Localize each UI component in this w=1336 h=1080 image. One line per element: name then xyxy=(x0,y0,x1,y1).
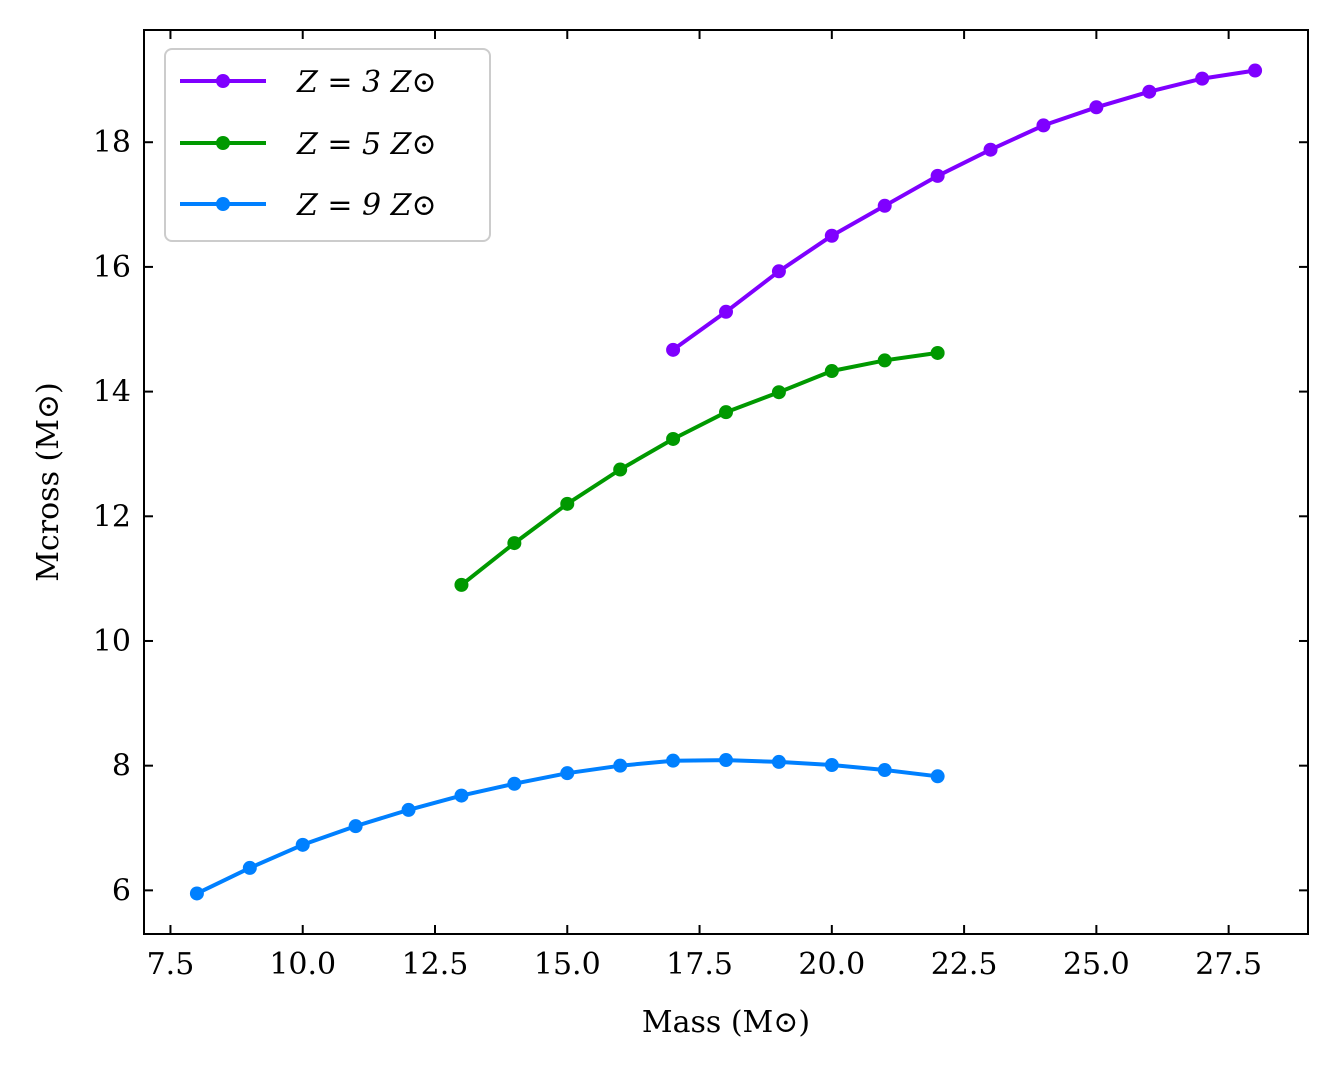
x-tick-label: 17.5 xyxy=(666,947,733,982)
data-point xyxy=(930,168,945,183)
y-tick-label: 10 xyxy=(93,624,131,659)
legend-item: Z = 9 Z⊙ xyxy=(180,188,437,223)
data-point xyxy=(1248,63,1263,78)
series-line xyxy=(459,350,940,587)
x-tick-label: 15.0 xyxy=(534,947,601,982)
data-point xyxy=(560,766,575,781)
data-point xyxy=(189,886,204,901)
data-point xyxy=(401,802,416,817)
legend-label: Z = 3 Z⊙ xyxy=(296,65,437,100)
y-axis-label: Mcross (M⊙) xyxy=(31,382,66,582)
x-tick-label: 22.5 xyxy=(931,947,998,982)
data-point xyxy=(771,385,786,400)
data-point xyxy=(613,758,628,773)
data-point xyxy=(930,769,945,784)
data-point xyxy=(771,754,786,769)
y-tick-label: 6 xyxy=(112,873,131,908)
data-point xyxy=(771,264,786,279)
data-point xyxy=(295,837,310,852)
data-point xyxy=(348,819,363,834)
data-point xyxy=(454,788,469,803)
axes xyxy=(143,29,1309,935)
plot-frame xyxy=(143,29,1309,935)
y-tick-label: 14 xyxy=(93,375,131,410)
series-2 xyxy=(454,345,945,592)
legend-marker xyxy=(216,197,230,211)
legend-items: Z = 3 Z⊙ Z = 5 Z⊙ Z = 9 Z⊙ xyxy=(180,65,437,223)
legend-box xyxy=(164,48,491,242)
y-tick-label: 12 xyxy=(93,499,131,534)
data-point xyxy=(824,364,839,379)
data-point xyxy=(983,142,998,157)
data-point xyxy=(507,536,522,551)
data-point xyxy=(1089,100,1104,115)
x-tick-label: 25.0 xyxy=(1063,947,1130,982)
legend-marker xyxy=(216,136,230,150)
x-tick-label: 7.5 xyxy=(147,947,195,982)
data-point xyxy=(1142,84,1157,99)
data-point xyxy=(824,758,839,773)
data-point xyxy=(666,753,681,768)
ticks: 7.5 10.0 12.5 15.0 17.5 20.0 22.5 25.0 27.5 6 8 10 1… xyxy=(93,30,1308,982)
data-point xyxy=(560,496,575,511)
x-axis-label: Mass (M⊙) xyxy=(642,1005,810,1040)
legend-item: Z = 3 Z⊙ xyxy=(180,65,437,100)
x-tick-label: 12.5 xyxy=(402,947,469,982)
data-point xyxy=(454,577,469,592)
data-point xyxy=(824,228,839,243)
legend-label: Z = 9 Z⊙ xyxy=(296,188,437,223)
data-point xyxy=(877,198,892,213)
data-point xyxy=(877,353,892,368)
series-1 xyxy=(666,63,1263,357)
data-point xyxy=(1195,71,1210,86)
legend-item: Z = 5 Z⊙ xyxy=(180,127,437,162)
data-point xyxy=(719,405,733,420)
x-tick-label: 10.0 xyxy=(269,947,336,982)
data-point xyxy=(719,304,733,319)
y-tick-label: 18 xyxy=(93,125,131,160)
y-tick-label: 16 xyxy=(93,250,131,285)
x-tick-label: 20.0 xyxy=(798,947,865,982)
data-marks xyxy=(189,63,1263,901)
legend: Z = 3 Z⊙ Z = 5 Z⊙ Z = 9 Z⊙ xyxy=(164,48,491,242)
x-tick-label: 27.5 xyxy=(1195,947,1262,982)
data-point xyxy=(930,345,945,360)
data-point xyxy=(877,763,892,778)
data-point xyxy=(507,776,522,791)
data-point xyxy=(613,462,628,477)
data-point xyxy=(242,860,257,875)
data-point xyxy=(1036,118,1051,133)
data-point xyxy=(666,342,681,357)
data-point xyxy=(666,431,681,446)
y-tick-label: 8 xyxy=(112,749,131,784)
data-point xyxy=(719,753,733,768)
series-line xyxy=(671,68,1258,352)
legend-label: Z = 5 Z⊙ xyxy=(296,127,437,162)
series-3 xyxy=(189,753,945,901)
legend-marker xyxy=(216,74,230,88)
